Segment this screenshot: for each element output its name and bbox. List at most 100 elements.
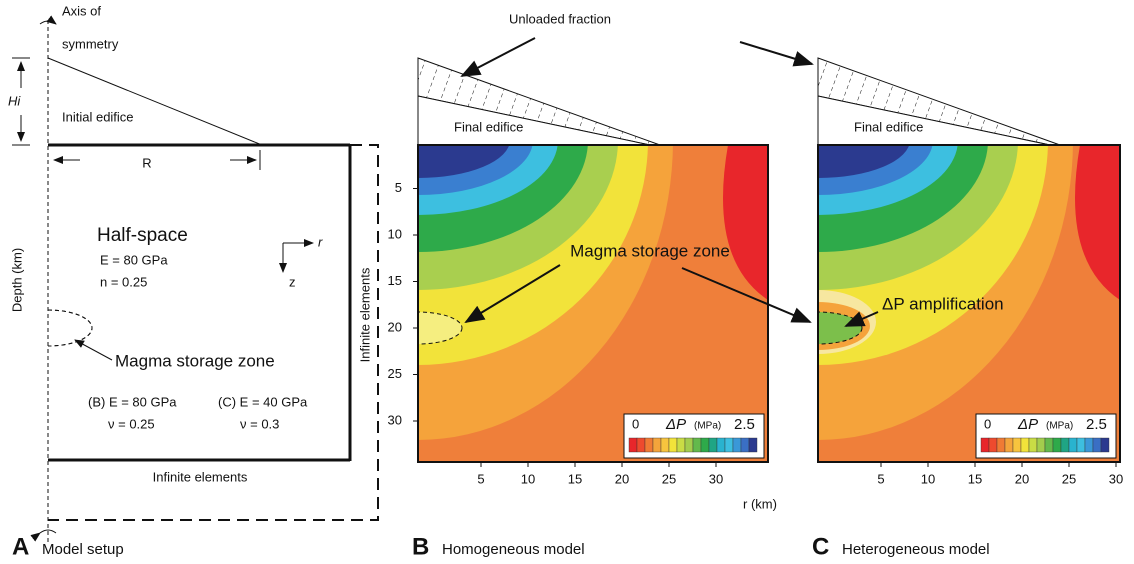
panel-letter: B <box>412 533 429 559</box>
colorbar-unit: (MPa) <box>1046 421 1073 432</box>
arrow <box>844 311 879 327</box>
colorbar-swatch <box>1084 437 1094 453</box>
colorbar-swatch <box>684 437 694 453</box>
colorbar-symbol: ΔP <box>1017 416 1038 433</box>
x-tick-label: 25 <box>662 471 676 486</box>
x-tick-label: 5 <box>877 471 884 486</box>
y-tick-label: 30 <box>388 412 402 427</box>
colorbar-swatch <box>980 437 990 453</box>
axis-label: symmetry <box>62 36 119 51</box>
modulus: E = 80 GPa <box>100 252 168 267</box>
y-tick-label: 5 <box>395 180 402 195</box>
colorbar-swatch <box>1052 437 1062 453</box>
colorbar-min: 0 <box>632 416 639 431</box>
colorbar-swatch <box>1012 437 1022 453</box>
field <box>1075 145 1120 300</box>
r-axis: r <box>318 234 323 249</box>
colorbar-swatch <box>1036 437 1046 453</box>
colorbar-symbol: ΔP <box>665 416 686 433</box>
x-tick-label: 30 <box>709 471 723 486</box>
colorbar-swatch <box>700 437 710 453</box>
magma-label: Magma storage zone <box>115 351 275 370</box>
panel-c: Final edifice 0 ΔP (MPa) 2.5 5 10 15 20 25 30 C Hete… <box>812 57 1123 560</box>
magma-label: Magma storage zone <box>570 241 730 260</box>
colorbar-swatch <box>660 437 670 453</box>
hi-label: Hi <box>8 93 21 108</box>
colorbar-max: 2.5 <box>734 416 755 433</box>
x-tick-label: 5 <box>477 471 484 486</box>
panel-b: Final edifice 0 ΔP (MPa) 2.5 5 10 15 20 25 30 B Homo… <box>412 57 769 560</box>
colorbar-swatch <box>1004 437 1014 453</box>
z-axis: z <box>289 274 296 289</box>
panel-caption: Heterogeneous model <box>842 541 990 558</box>
x-tick-label: 30 <box>1109 471 1123 486</box>
model-c-e: (C) E = 40 GPa <box>218 394 308 409</box>
amplification-label: ΔP amplification <box>882 294 1004 313</box>
panel-caption: Homogeneous model <box>442 541 585 558</box>
depth-label: Depth (km) <box>9 248 24 312</box>
model-c-nu: ν = 0.3 <box>240 416 279 431</box>
x-tick-label: 25 <box>1062 471 1076 486</box>
poisson: n = 0.25 <box>100 274 147 289</box>
x-tick-label: 20 <box>615 471 629 486</box>
colorbar-swatch <box>676 437 686 453</box>
final-edifice-label: Final edifice <box>454 119 523 134</box>
panel-caption: Model setup <box>42 541 124 558</box>
colorbar-swatch <box>1092 437 1102 453</box>
initial-edifice: Initial edifice <box>62 109 134 124</box>
panel-letter: A <box>12 533 29 559</box>
colorbar-swatch <box>644 437 654 453</box>
colorbar-swatch <box>1076 437 1086 453</box>
colorbar-min: 0 <box>984 416 991 431</box>
infinite-elements: Infinite elements <box>153 469 248 484</box>
half-space: Half-space <box>97 225 188 246</box>
colorbar-swatch <box>716 437 726 453</box>
r-label: R <box>142 155 151 170</box>
panel-a: Axis of symmetry Hi Initial edifice R Ha… <box>8 3 379 560</box>
field <box>723 145 768 300</box>
model-b-nu: ν = 0.25 <box>108 416 155 431</box>
model-b-e: (B) E = 80 GPa <box>88 394 177 409</box>
colorbar-swatch <box>748 437 758 453</box>
r-axis-label: r (km) <box>743 496 777 511</box>
panel-letter: C <box>812 533 829 559</box>
infinite-elements: Infinite elements <box>357 267 372 362</box>
arrow <box>681 267 812 323</box>
x-tick-label: 10 <box>521 471 535 486</box>
x-tick-label: 20 <box>1015 471 1029 486</box>
colorbar-swatch <box>1020 437 1030 453</box>
magma-zone <box>418 311 463 345</box>
colorbar-swatch <box>652 437 662 453</box>
colorbar-swatch <box>996 437 1006 453</box>
colorbar-swatch <box>1060 437 1070 453</box>
colorbar-swatch <box>628 437 638 453</box>
colorbar-max: 2.5 <box>1086 416 1107 433</box>
colorbar-swatch <box>636 437 646 453</box>
y-tick-label: 25 <box>388 366 402 381</box>
colorbar-swatch <box>1028 437 1038 453</box>
colorbar-swatch <box>708 437 718 453</box>
contour-map <box>418 145 768 462</box>
contour-map <box>818 145 1120 462</box>
colorbar-swatch <box>1044 437 1054 453</box>
arrow <box>464 264 561 324</box>
colorbar-swatch <box>692 437 702 453</box>
y-tick-label: 15 <box>388 273 402 288</box>
field <box>818 145 910 178</box>
colorbar-swatch <box>724 437 734 453</box>
colorbar-unit: (MPa) <box>694 421 721 432</box>
colorbar-swatch <box>1068 437 1078 453</box>
y-tick-label: 10 <box>388 226 402 241</box>
x-tick-label: 15 <box>968 471 982 486</box>
unloaded-label: Unloaded fraction <box>509 11 611 26</box>
field <box>418 145 510 178</box>
x-tick-label: 15 <box>568 471 582 486</box>
colorbar-swatch <box>668 437 678 453</box>
colorbar-swatch <box>732 437 742 453</box>
y-tick-label: 20 <box>388 319 402 334</box>
colorbar-swatch <box>740 437 750 453</box>
colorbar-swatch <box>988 437 998 453</box>
axis-label: Axis of <box>62 3 101 18</box>
x-tick-label: 10 <box>921 471 935 486</box>
